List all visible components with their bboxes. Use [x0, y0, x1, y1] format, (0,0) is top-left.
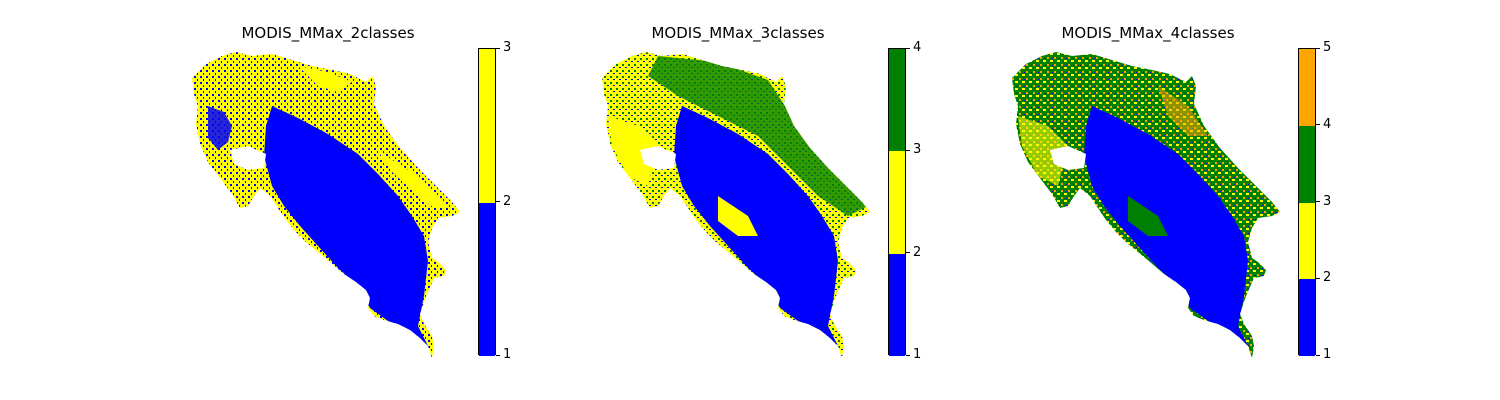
colorbar-2classes — [478, 48, 496, 356]
colorbar-tick-mark — [496, 354, 500, 356]
colorbar-tick-mark — [1316, 201, 1320, 202]
colorbar-tick-mark — [496, 201, 500, 202]
colorbar-class-3-4 — [1299, 125, 1315, 203]
colorbar-tick-label: 1 — [1323, 347, 1332, 362]
classified-map-4classes — [1008, 46, 1288, 361]
colorbar-class-2-3 — [1299, 202, 1315, 280]
colorbar-class-4-5 — [1299, 49, 1315, 126]
colorbar-tick-label: 1 — [913, 347, 922, 362]
colorbar-tick-mark — [1316, 124, 1320, 126]
colorbar-class-1-2 — [889, 253, 905, 356]
colorbar-tick-mark — [1316, 354, 1320, 356]
colorbar-tick-label: 3 — [913, 142, 922, 158]
classified-map-3classes — [598, 46, 878, 361]
map-panel-4classes: MODIS_MMax_4classes — [820, 0, 1331, 400]
colorbar-3classes — [888, 48, 906, 356]
classified-map-2classes — [188, 46, 468, 361]
colorbar-tick-label: 2 — [1323, 270, 1332, 286]
map-clip — [1012, 52, 1280, 358]
colorbar-class-2-3 — [479, 49, 495, 203]
panel-title: MODIS_MMax_2classes — [241, 24, 415, 42]
colorbar-tick-mark — [906, 354, 910, 356]
colorbar-tick-label: 3 — [1323, 193, 1332, 209]
colorbar-tick-mark — [906, 252, 910, 254]
colorbar-class-1-2 — [1299, 279, 1315, 356]
colorbar-tick-mark — [906, 149, 910, 151]
colorbar-tick-label: 5 — [1323, 40, 1332, 55]
colorbar-class-2-3 — [889, 151, 905, 254]
colorbar-tick-label: 1 — [503, 347, 512, 362]
map-panel-3classes: MODIS_MMax_3classes 1 — [410, 0, 921, 400]
colorbar-4classes — [1298, 48, 1316, 356]
colorbar-tick-mark — [1316, 47, 1320, 49]
colorbar-tick-label: 3 — [503, 40, 512, 55]
colorbar-class-3-4 — [889, 49, 905, 152]
panel-title: MODIS_MMax_3classes — [651, 24, 825, 42]
colorbar-tick-mark — [906, 47, 910, 49]
colorbar-tick-label: 4 — [913, 40, 922, 55]
colorbar-tick-label: 2 — [503, 193, 512, 209]
colorbar-tick-mark — [1316, 277, 1320, 279]
colorbar-tick-mark — [496, 47, 500, 49]
colorbar-tick-label: 2 — [913, 244, 922, 260]
colorbar-tick-label: 4 — [1323, 116, 1332, 132]
panel-title: MODIS_MMax_4classes — [1061, 24, 1235, 42]
map-panel-2classes: MODIS_MMax_2classes 1 — [0, 0, 511, 400]
colorbar-class-1-2 — [479, 202, 495, 356]
